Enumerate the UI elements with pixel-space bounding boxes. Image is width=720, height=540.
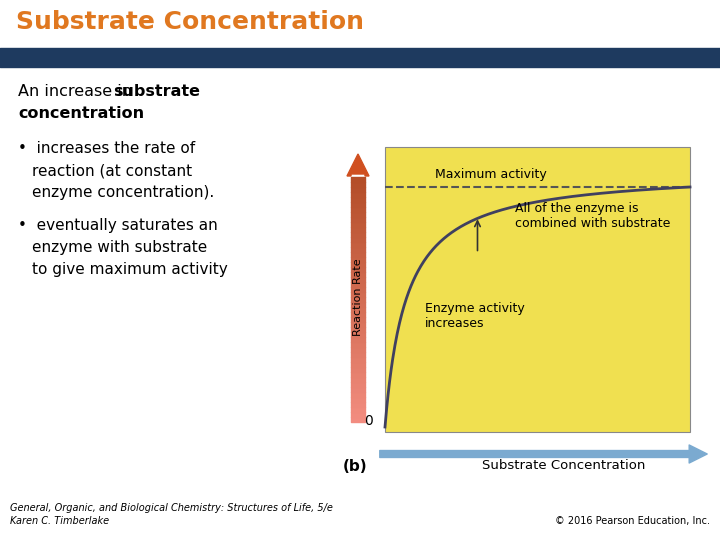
FancyArrowPatch shape [379,445,707,463]
Text: Substrate Concentration: Substrate Concentration [16,10,364,34]
Text: (b): (b) [343,459,367,474]
Text: An increase in: An increase in [18,84,137,99]
Text: enzyme with substrate: enzyme with substrate [32,240,207,255]
Text: 0: 0 [364,414,373,428]
Text: substrate: substrate [113,84,200,99]
Text: Enzyme activity
increases: Enzyme activity increases [425,302,525,330]
Text: Substrate Concentration: Substrate Concentration [482,459,645,472]
FancyArrow shape [347,154,369,176]
Text: •  increases the rate of: • increases the rate of [18,141,195,156]
Text: reaction (at constant: reaction (at constant [32,163,192,178]
Text: All of the enzyme is
combined with substrate: All of the enzyme is combined with subst… [515,202,670,230]
Text: Maximum activity: Maximum activity [435,168,546,181]
Text: enzyme concentration).: enzyme concentration). [32,185,215,200]
Bar [385,147,690,432]
Text: concentration: concentration [18,106,144,121]
Text: to give maximum activity: to give maximum activity [32,262,228,277]
Text: General, Organic, and Biological Chemistry: Structures of Life, 5/e
Karen C. Tim: General, Organic, and Biological Chemist… [10,503,333,526]
Text: © 2016 Pearson Education, Inc.: © 2016 Pearson Education, Inc. [555,516,710,526]
Text: •  eventually saturates an: • eventually saturates an [18,218,217,233]
Text: Reaction Rate: Reaction Rate [353,258,363,336]
